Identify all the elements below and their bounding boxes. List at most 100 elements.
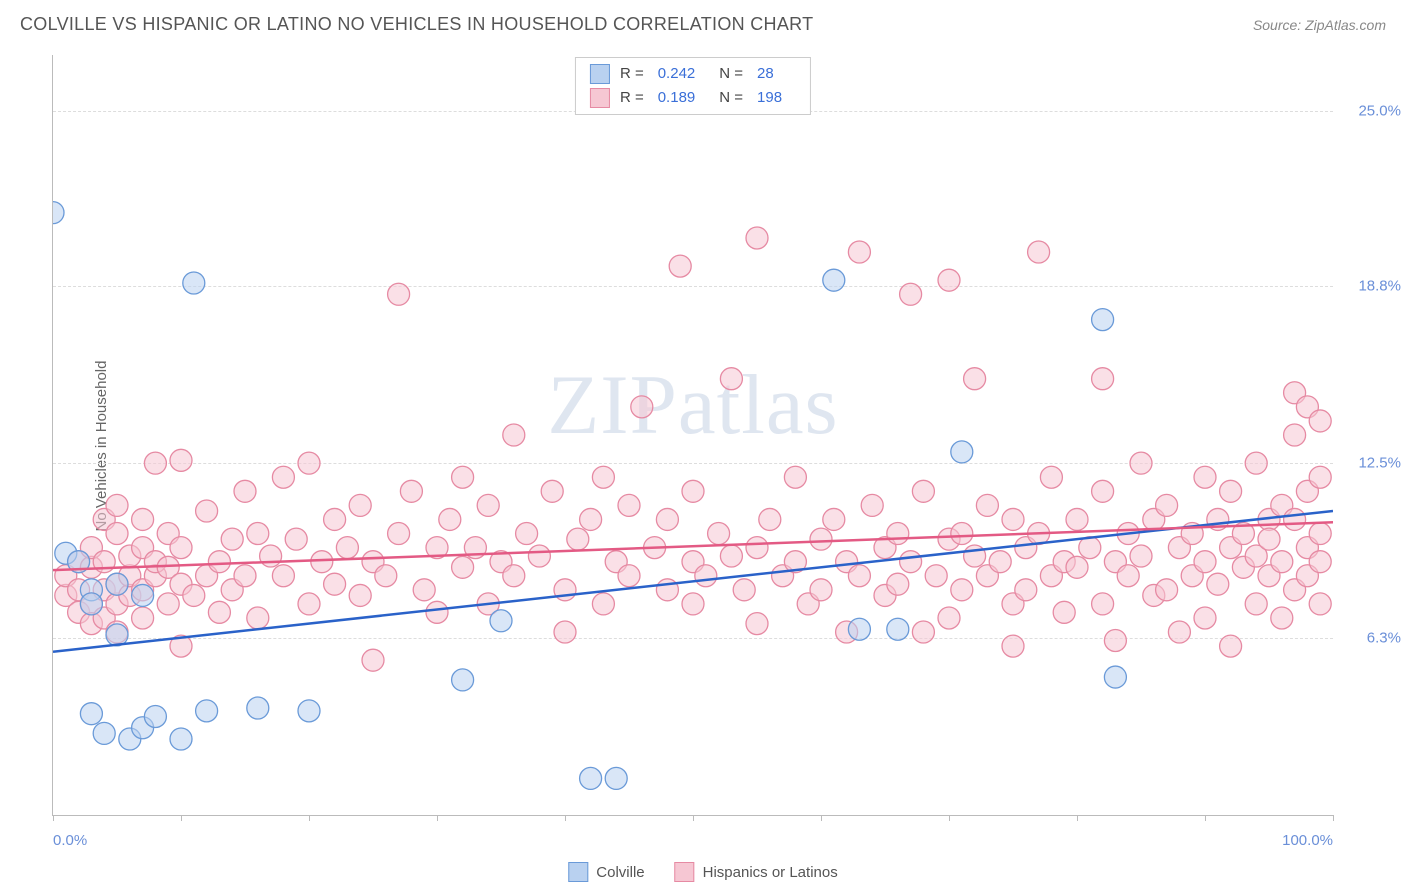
hispanics-point: [810, 579, 832, 601]
hispanics-point: [1245, 593, 1267, 615]
hispanics-point: [938, 269, 960, 291]
hispanics-point: [746, 227, 768, 249]
hispanics-point: [1220, 480, 1242, 502]
x-tick: [949, 815, 950, 821]
hispanics-point: [592, 593, 614, 615]
hispanics-point: [1168, 621, 1190, 643]
hispanics-point: [1245, 452, 1267, 474]
hispanics-point: [1309, 410, 1331, 432]
hispanics-point: [720, 545, 742, 567]
x-tick: [53, 815, 54, 821]
hispanics-point: [1104, 629, 1126, 651]
hispanics-point: [810, 528, 832, 550]
hispanics-point: [1271, 607, 1293, 629]
n-value-colville: 28: [757, 62, 774, 86]
hispanics-point: [1309, 466, 1331, 488]
x-tick: [309, 815, 310, 821]
x-tick: [1333, 815, 1334, 821]
hispanics-point: [720, 368, 742, 390]
hispanics-point: [196, 500, 218, 522]
hispanics-point: [1284, 508, 1306, 530]
hispanics-point: [823, 508, 845, 530]
x-tick: [1077, 815, 1078, 821]
hispanics-point: [272, 565, 294, 587]
hispanics-point: [848, 565, 870, 587]
x-tick: [437, 815, 438, 821]
hispanics-point: [503, 424, 525, 446]
hispanics-point: [400, 480, 422, 502]
chart-area: ZIPatlas R = 0.242 N = 28 R = 0.189 N = …: [52, 55, 1333, 816]
n-label: N =: [719, 86, 743, 110]
hispanics-point: [682, 593, 704, 615]
hispanics-point: [1284, 424, 1306, 446]
hispanics-point: [900, 283, 922, 305]
hispanics-point: [951, 523, 973, 545]
y-tick-label: 25.0%: [1358, 103, 1401, 120]
hispanics-point: [1309, 551, 1331, 573]
colville-point: [170, 728, 192, 750]
hispanics-point: [541, 480, 563, 502]
hispanics-point: [349, 584, 371, 606]
hispanics-point: [1194, 607, 1216, 629]
hispanics-point: [989, 551, 1011, 573]
r-value-hispanics: 0.189: [658, 86, 696, 110]
hispanics-point: [951, 579, 973, 601]
colville-point: [80, 703, 102, 725]
hispanics-point: [1194, 466, 1216, 488]
hispanics-point: [1092, 368, 1114, 390]
hispanics-point: [144, 452, 166, 474]
colville-point: [53, 202, 64, 224]
colville-point: [247, 697, 269, 719]
colville-point: [132, 584, 154, 606]
legend-row-colville: R = 0.242 N = 28: [590, 62, 796, 86]
hispanics-point: [887, 523, 909, 545]
hispanics-point: [132, 607, 154, 629]
colville-point: [823, 269, 845, 291]
hispanics-point: [298, 452, 320, 474]
x-tick-label: 0.0%: [53, 832, 87, 849]
correlation-legend: R = 0.242 N = 28 R = 0.189 N = 198: [575, 57, 811, 115]
hispanics-point: [682, 480, 704, 502]
bottom-legend-label: Hispanics or Latinos: [703, 864, 838, 881]
bottom-legend-hispanics: Hispanics or Latinos: [675, 862, 838, 882]
x-tick: [181, 815, 182, 821]
hispanics-point: [528, 545, 550, 567]
hispanics-point: [349, 494, 371, 516]
hispanics-point: [1156, 579, 1178, 601]
colville-point: [93, 722, 115, 744]
hispanics-point: [157, 593, 179, 615]
hispanics-point: [1002, 635, 1024, 657]
hispanics-point: [656, 508, 678, 530]
hispanics-point: [234, 480, 256, 502]
colville-point: [490, 610, 512, 632]
hispanics-point: [247, 523, 269, 545]
hispanics-point: [1092, 480, 1114, 502]
hispanics-point: [1156, 494, 1178, 516]
hispanics-point: [1220, 635, 1242, 657]
hispanics-point: [388, 283, 410, 305]
hispanics-point: [1079, 537, 1101, 559]
hispanics-point: [554, 621, 576, 643]
hispanics-point: [477, 494, 499, 516]
bottom-legend-label: Colville: [596, 864, 644, 881]
hispanics-point: [1271, 551, 1293, 573]
r-label: R =: [620, 62, 644, 86]
hispanics-point: [1066, 556, 1088, 578]
hispanics-point: [208, 601, 230, 623]
colville-point: [951, 441, 973, 463]
hispanics-point: [848, 241, 870, 263]
hispanics-point: [336, 537, 358, 559]
colville-point: [106, 624, 128, 646]
hispanics-point: [1028, 241, 1050, 263]
hispanics-point: [170, 449, 192, 471]
colville-point: [887, 618, 909, 640]
x-tick: [821, 815, 822, 821]
colville-point: [183, 272, 205, 294]
y-tick-label: 12.5%: [1358, 455, 1401, 472]
hispanics-point: [567, 528, 589, 550]
chart-title: COLVILLE VS HISPANIC OR LATINO NO VEHICL…: [20, 14, 813, 35]
hispanics-point: [503, 565, 525, 587]
r-value-colville: 0.242: [658, 62, 696, 86]
hispanics-point: [746, 613, 768, 635]
scatter-plot-svg: [53, 55, 1333, 815]
